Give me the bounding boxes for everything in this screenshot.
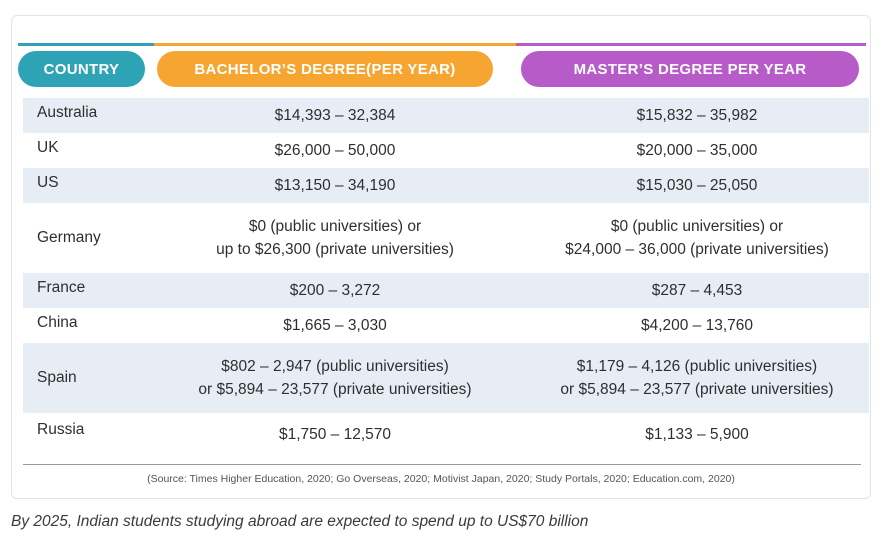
- master-cost-cell: $0 (public universities) or $24,000 – 36…: [507, 215, 869, 261]
- master-cost-line: $0 (public universities) or: [610, 218, 784, 235]
- master-column-header: MASTER’S DEGREE PER YEAR: [521, 51, 859, 87]
- master-cost-line: $20,000 – 35,000: [636, 142, 758, 159]
- bachelor-cost-line: or $5,894 – 23,577 (private universities…: [198, 381, 472, 398]
- bachelor-cost-cell: $13,150 – 34,190: [163, 174, 507, 197]
- master-cost-cell: $1,179 – 4,126 (public universities) or …: [507, 355, 869, 401]
- source-divider: [23, 464, 861, 465]
- country-cell: Australia: [37, 103, 98, 121]
- source-note: (Source: Times Higher Education, 2020; G…: [147, 473, 735, 485]
- bachelor-cost-cell: $200 – 3,272: [163, 279, 507, 302]
- master-cost-cell: $4,200 – 13,760: [507, 314, 869, 337]
- country-cell: France: [37, 278, 86, 296]
- master-cost-line: or $5,894 – 23,577 (private universities…: [560, 381, 834, 398]
- master-cost-line: $287 – 4,453: [651, 282, 743, 299]
- bachelor-cost-line: $14,393 – 32,384: [274, 107, 396, 124]
- bachelor-column-header: BACHELOR’S DEGREE(PER YEAR): [157, 51, 493, 87]
- bachelor-cost-line: $13,150 – 34,190: [274, 177, 396, 194]
- bachelor-cost-line: $802 – 2,947 (public universities): [221, 358, 449, 375]
- table-row: Germany $0 (public universities) or up t…: [23, 203, 869, 273]
- master-cost-line: $4,200 – 13,760: [640, 317, 754, 334]
- table-row: France $200 – 3,272 $287 – 4,453: [23, 273, 869, 308]
- country-cell: Spain: [37, 369, 77, 386]
- bachelor-cost-cell: $14,393 – 32,384: [163, 104, 507, 127]
- bachelor-cost-line: up to $26,300 (private universities): [216, 241, 454, 258]
- country-cell: China: [37, 313, 78, 331]
- bachelor-cost-cell: $1,750 – 12,570: [163, 423, 507, 446]
- table-body: Australia $14,393 – 32,384 $15,832 – 35,…: [23, 98, 869, 455]
- table-row: Spain $802 – 2,947 (public universities)…: [23, 343, 869, 413]
- bachelor-cost-cell: $0 (public universities) or up to $26,30…: [163, 215, 507, 261]
- country-top-line: [18, 43, 154, 46]
- country-cell: US: [37, 173, 59, 191]
- master-cost-line: $24,000 – 36,000 (private universities): [565, 241, 829, 258]
- master-cost-cell: $287 – 4,453: [507, 279, 869, 302]
- master-cost-line: $15,030 – 25,050: [636, 177, 758, 194]
- bachelor-cost-line: $1,665 – 3,030: [283, 317, 387, 334]
- bachelor-cost-line: $1,750 – 12,570: [278, 425, 392, 443]
- master-cost-cell: $15,030 – 25,050: [507, 174, 869, 197]
- bachelor-cost-cell: $26,000 – 50,000: [163, 139, 507, 162]
- tuition-table-card: COUNTRY BACHELOR’S DEGREE(PER YEAR) MAST…: [11, 15, 871, 499]
- table-row: China $1,665 – 3,030 $4,200 – 13,760: [23, 308, 869, 343]
- table-row: Australia $14,393 – 32,384 $15,832 – 35,…: [23, 98, 869, 133]
- bachelor-cost-line: $200 – 3,272: [289, 282, 381, 299]
- master-cost-cell: $15,832 – 35,982: [507, 104, 869, 127]
- master-cost-cell: $1,133 – 5,900: [507, 423, 869, 446]
- country-cell: Germany: [37, 229, 101, 246]
- bachelor-cost-cell: $802 – 2,947 (public universities) or $5…: [163, 355, 507, 401]
- bachelor-top-line: [154, 43, 516, 46]
- country-cell: Russia: [37, 421, 85, 438]
- master-top-line: [516, 43, 866, 46]
- country-cell: UK: [37, 138, 59, 156]
- bachelor-cost-cell: $1,665 – 3,030: [163, 314, 507, 337]
- master-cost-line: $1,179 – 4,126 (public universities): [576, 358, 818, 375]
- header-top-line: [18, 43, 866, 46]
- table-row: Russia $1,750 – 12,570 $1,133 – 5,900: [23, 413, 869, 455]
- master-cost-line: $1,133 – 5,900: [645, 425, 749, 443]
- bachelor-cost-line: $0 (public universities) or: [248, 218, 422, 235]
- bachelor-cost-line: $26,000 – 50,000: [274, 142, 396, 159]
- country-column-header: COUNTRY: [18, 51, 145, 87]
- image-caption: By 2025, Indian students studying abroad…: [11, 513, 589, 530]
- master-cost-cell: $20,000 – 35,000: [507, 139, 869, 162]
- table-row: US $13,150 – 34,190 $15,030 – 25,050: [23, 168, 869, 203]
- master-cost-line: $15,832 – 35,982: [636, 107, 758, 124]
- table-row: UK $26,000 – 50,000 $20,000 – 35,000: [23, 133, 869, 168]
